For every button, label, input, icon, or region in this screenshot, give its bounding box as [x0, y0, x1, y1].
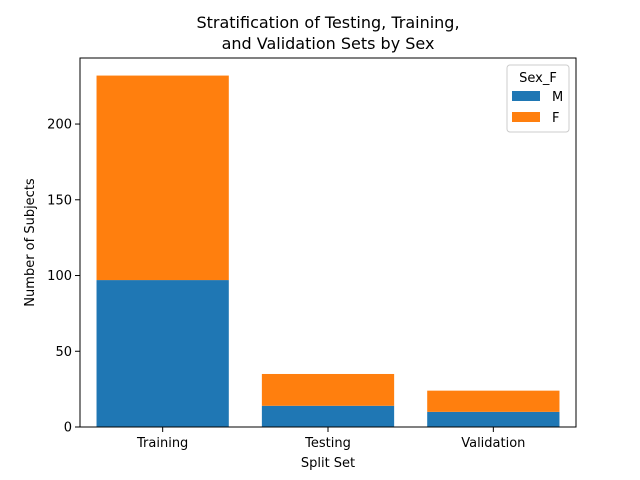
chart-title: Stratification of Testing, Training, and… [196, 13, 459, 53]
y-tick-label: 0 [64, 421, 72, 436]
legend-swatch-f [512, 112, 540, 122]
legend: Sex_F M F [506, 64, 570, 133]
bar-training-f [96, 75, 229, 281]
x-tick-label-testing: Testing [304, 436, 351, 451]
y-axis-ticks: 0 50 100 150 200 [47, 118, 80, 436]
x-tick-label-validation: Validation [461, 436, 525, 451]
legend-label-m: M [552, 90, 563, 105]
y-axis-label: Number of Subjects [23, 178, 38, 307]
x-axis-label: Split Set [301, 456, 355, 471]
bar-testing-m [261, 405, 395, 427]
x-tick-label-training: Training [136, 436, 188, 451]
chart-title-line-1: Stratification of Testing, Training, [196, 13, 459, 32]
y-tick-label: 200 [47, 118, 72, 133]
legend-title: Sex_F [519, 71, 557, 86]
y-tick-label: 50 [55, 345, 72, 360]
bar-validation-m [427, 411, 560, 427]
bar-group [96, 75, 560, 427]
plot-frame [79, 57, 577, 428]
legend-swatch-m [512, 91, 540, 101]
y-tick-label: 150 [47, 193, 72, 208]
y-tick-label: 100 [47, 269, 72, 284]
legend-label-f: F [552, 111, 559, 126]
chart-title-line-2: and Validation Sets by Sex [222, 34, 435, 53]
bar-training-m [96, 280, 229, 427]
x-axis-ticks: Training Testing Validation [136, 427, 525, 451]
bar-testing-f [261, 373, 395, 406]
bar-validation-f [427, 390, 560, 412]
